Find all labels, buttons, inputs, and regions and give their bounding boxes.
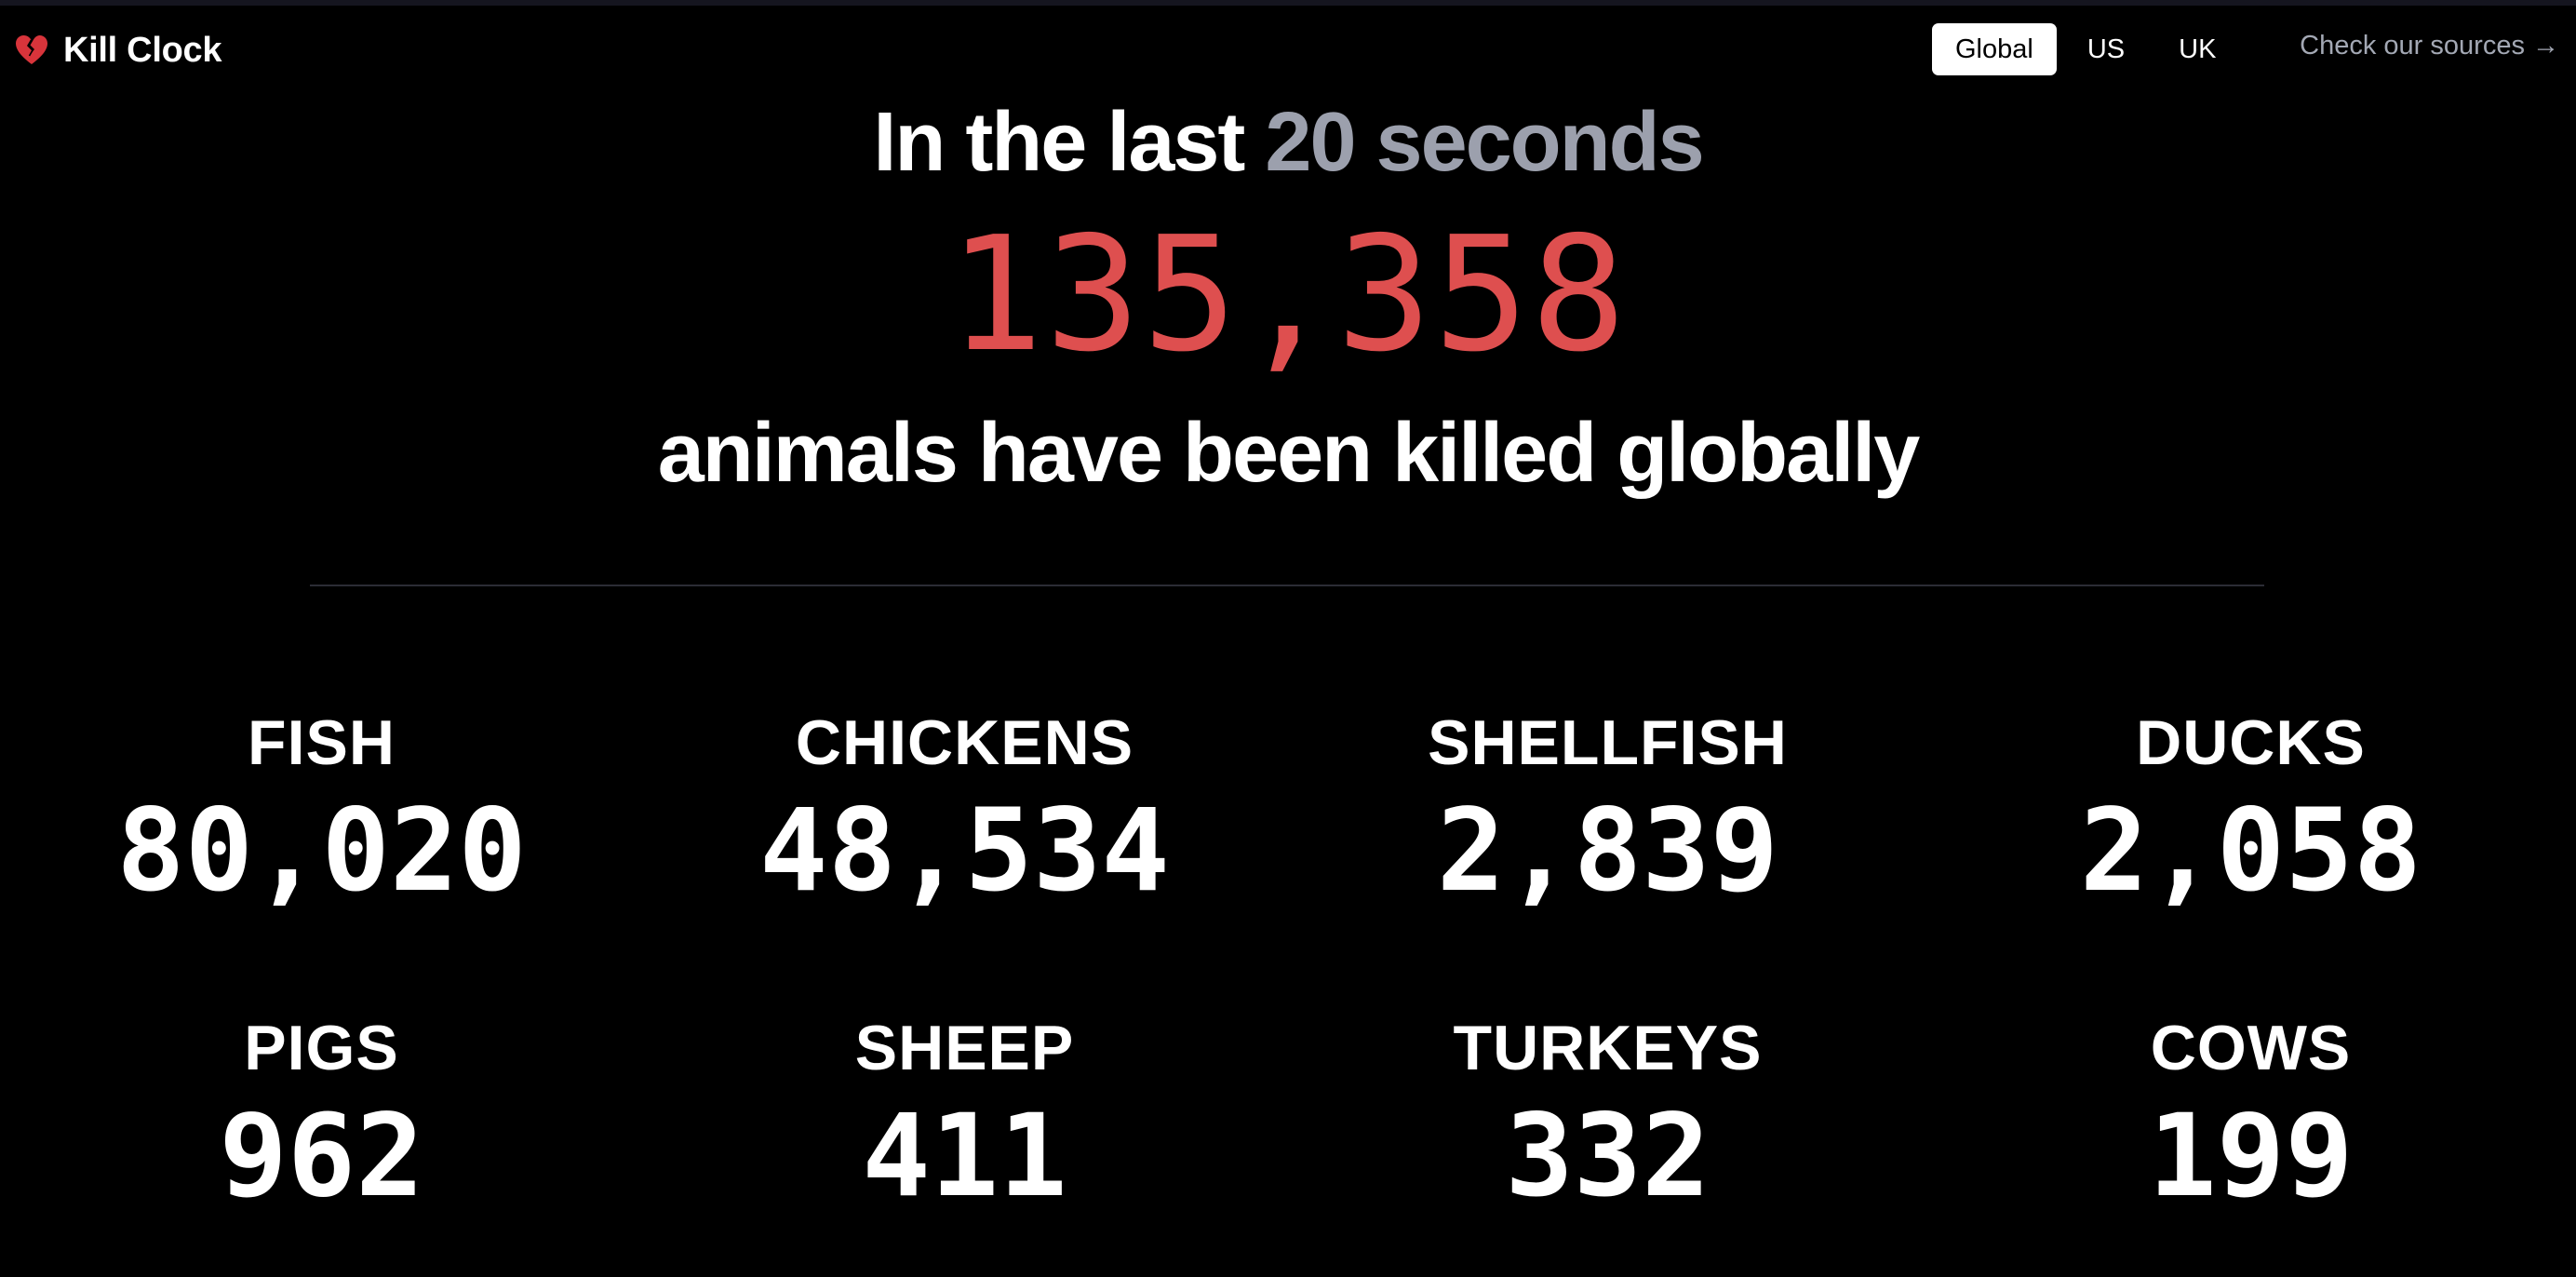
animal-label: CHICKENS xyxy=(795,707,1134,778)
tab-uk[interactable]: UK xyxy=(2179,34,2217,64)
tab-global[interactable]: Global xyxy=(1932,23,2057,75)
animal-count: 80,020 xyxy=(116,785,527,917)
animal-grid: FISH 80,020 CHICKENS 48,534 SHELLFISH 2,… xyxy=(0,704,2576,1251)
animal-label: COWS xyxy=(2150,1013,2352,1083)
divider xyxy=(310,585,2264,586)
headline: In the last 20 seconds xyxy=(0,91,2576,194)
duration-highlight: 20 seconds xyxy=(1265,96,1704,189)
animal-stat-pigs: PIGS 962 xyxy=(0,1009,643,1251)
top-strip xyxy=(0,0,2576,6)
total-killed-count: 135,358 xyxy=(947,203,1629,387)
broken-heart-icon xyxy=(15,34,48,67)
animal-stat-sheep: SHEEP 411 xyxy=(643,1009,1286,1251)
animal-stat-cows: COWS 199 xyxy=(1929,1009,2572,1251)
check-sources-link[interactable]: Check our sources → xyxy=(2300,31,2559,60)
brand[interactable]: Kill Clock xyxy=(15,26,221,74)
headline-suffix: animals have been killed globally xyxy=(657,407,1921,500)
animal-label: PIGS xyxy=(244,1013,399,1083)
animal-label: SHELLFISH xyxy=(1428,707,1788,778)
animal-label: TURKEYS xyxy=(1453,1013,1763,1083)
animal-count: 962 xyxy=(219,1090,424,1222)
region-nav: Global US UK xyxy=(1932,23,2239,75)
animal-label: FISH xyxy=(248,707,396,778)
animal-count: 411 xyxy=(862,1090,1067,1222)
animal-count: 199 xyxy=(2148,1090,2354,1222)
animal-count: 48,534 xyxy=(759,785,1170,917)
animal-label: SHEEP xyxy=(854,1013,1075,1083)
animal-label: DUCKS xyxy=(2136,707,2366,778)
animal-count: 332 xyxy=(1505,1090,1711,1222)
animal-stat-shellfish: SHELLFISH 2,839 xyxy=(1286,704,1929,1009)
animal-count: 2,839 xyxy=(1436,785,1779,917)
brand-name: Kill Clock xyxy=(63,30,222,70)
animal-stat-chickens: CHICKENS 48,534 xyxy=(643,704,1286,1009)
animal-stat-fish: FISH 80,020 xyxy=(0,704,643,1009)
animal-count: 2,058 xyxy=(2079,785,2422,917)
tab-us[interactable]: US xyxy=(2086,34,2126,64)
headline-prefix: In the last xyxy=(873,96,1266,189)
animal-stat-turkeys: TURKEYS 332 xyxy=(1286,1009,1929,1251)
animal-stat-ducks: DUCKS 2,058 xyxy=(1929,704,2572,1009)
